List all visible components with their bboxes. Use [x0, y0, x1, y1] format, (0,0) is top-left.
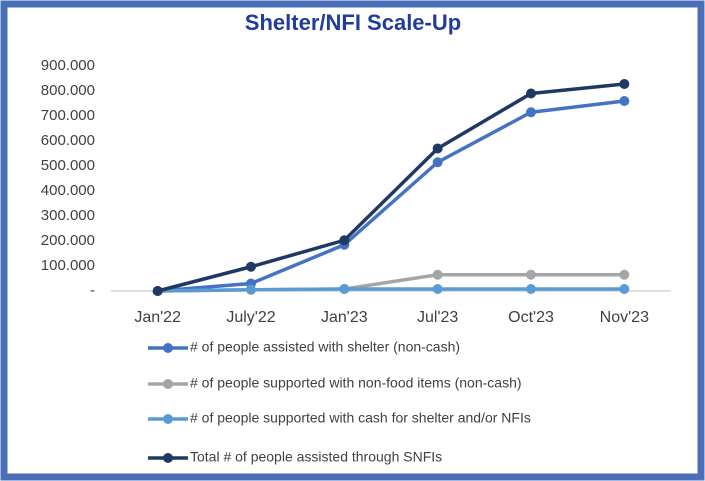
- x-tick-label: Jan'22: [134, 309, 181, 326]
- x-tick-label: Jul'23: [417, 309, 458, 326]
- y-tick-label: 400.000: [41, 182, 95, 199]
- series-point: [339, 235, 350, 246]
- y-tick-label: 900.000: [41, 57, 95, 74]
- series-line: [157, 287, 625, 293]
- x-tick-label: July'22: [226, 309, 275, 326]
- y-tick-label: 300.000: [41, 207, 95, 224]
- series-point: [619, 96, 630, 106]
- chart-title: Shelter/NFI Scale-Up: [245, 10, 461, 35]
- series-point: [432, 269, 443, 280]
- legend-label: # of people assisted with shelter (non-c…: [190, 339, 460, 355]
- series-point: [432, 143, 443, 154]
- series-point: [526, 88, 536, 99]
- series-point: [246, 261, 256, 272]
- series-point: [526, 107, 536, 118]
- x-tick-label: Oct'23: [508, 309, 554, 326]
- legend-label: # of people supported with non-food item…: [190, 375, 522, 391]
- series-point: [339, 284, 350, 294]
- x-tick-label: Jan'23: [321, 309, 368, 326]
- series-point: [526, 269, 536, 280]
- x-tick-label: Nov'23: [600, 309, 649, 326]
- series-point: [619, 284, 630, 294]
- series-point: [152, 286, 163, 296]
- legend-label: Total # of people assisted through SNFIs: [190, 449, 442, 465]
- series-point: [432, 284, 443, 294]
- y-tick-label: 500.000: [41, 157, 95, 174]
- series-point: [526, 284, 536, 294]
- series-point: [246, 284, 256, 295]
- y-tick-label: -: [90, 282, 95, 299]
- series-point: [619, 269, 630, 280]
- legend-marker: [163, 343, 173, 353]
- y-tick-label: 100.000: [41, 257, 95, 274]
- legend-marker: [163, 453, 173, 463]
- legend-label: # of people supported with cash for shel…: [190, 410, 531, 426]
- legend-marker: [163, 379, 173, 389]
- series-point: [432, 157, 443, 168]
- series-line: [157, 82, 625, 293]
- y-tick-label: 600.000: [41, 132, 95, 149]
- series-point: [619, 79, 630, 89]
- y-tick-label: 700.000: [41, 107, 95, 124]
- y-tick-label: 800.000: [41, 82, 95, 99]
- y-tick-label: 200.000: [41, 232, 95, 249]
- legend-marker: [163, 414, 173, 424]
- series-line: [157, 99, 625, 293]
